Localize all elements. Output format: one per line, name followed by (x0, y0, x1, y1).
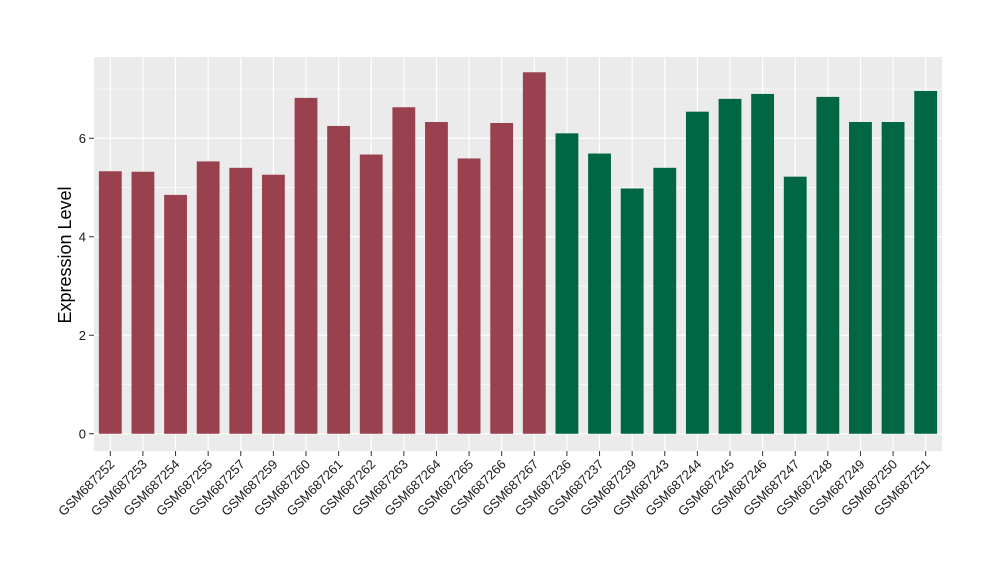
bar-GSM687267 (522, 72, 546, 434)
bar-GSM687253 (131, 171, 155, 434)
y-tick-label: 6 (79, 131, 86, 146)
bar-GSM687260 (294, 97, 318, 434)
bar-GSM687249 (849, 122, 872, 434)
bar-GSM687265 (457, 158, 481, 434)
bar-GSM687246 (751, 93, 775, 434)
bar-GSM687254 (164, 194, 187, 434)
bar-GSM687257 (229, 167, 253, 434)
bar-GSM687262 (359, 154, 383, 434)
bar-GSM687252 (98, 171, 122, 434)
y-axis: 0 2 4 6 (79, 131, 94, 441)
plot-panel (94, 57, 942, 451)
bar-GSM687255 (196, 161, 220, 434)
bar-GSM687247 (783, 176, 807, 434)
bar-GSM687237 (588, 153, 611, 434)
bar-GSM687243 (653, 167, 677, 434)
y-tick-label: 4 (79, 229, 86, 244)
bar-GSM687261 (327, 125, 351, 434)
x-axis: GSM687252GSM687253GSM687254GSM687255GSM6… (55, 451, 933, 519)
bar-GSM687236 (555, 133, 579, 434)
bar-GSM687251 (914, 90, 938, 434)
bar-GSM687245 (718, 98, 742, 434)
bar-GSM687266 (490, 122, 514, 434)
bar-GSM687248 (816, 96, 840, 434)
y-tick-label: 2 (79, 328, 86, 343)
bars (98, 72, 938, 434)
bar-GSM687250 (881, 122, 905, 434)
y-tick-label: 0 (79, 426, 86, 441)
bar-GSM687259 (261, 174, 285, 434)
bar-GSM687239 (620, 188, 644, 434)
bar-GSM687264 (425, 122, 448, 434)
bar-GSM687263 (392, 107, 416, 434)
y-axis-title: Expression Level (55, 186, 75, 323)
bar-GSM687244 (685, 111, 709, 434)
